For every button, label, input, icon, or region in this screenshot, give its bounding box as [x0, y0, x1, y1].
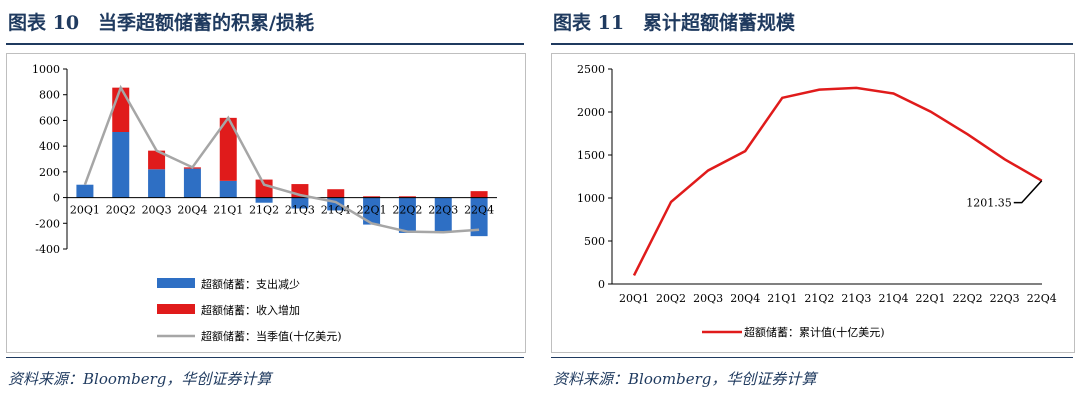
- legend-swatch: [157, 278, 195, 288]
- right-chart-title: 图表 11 累计超额储蓄规模: [553, 12, 796, 34]
- right-chart-frame: 0 500 1000 1500 2000 2500 20Q1 20Q2 20Q3 20Q4 21Q1…: [551, 53, 1075, 353]
- bar-22Q2: [398, 196, 416, 198]
- legend-label: 超额储蓄：收入增加: [201, 303, 300, 317]
- x-tick-label: 20Q2: [106, 204, 136, 217]
- y-tick-label: 1500: [577, 149, 605, 162]
- legend-label: 超额储蓄：支出减少: [201, 277, 300, 291]
- bar-21Q2: [255, 197, 273, 203]
- y-tick-label: -200: [35, 217, 60, 230]
- legend-label: 超额储蓄：当季值(十亿美元): [201, 329, 342, 343]
- y-tick-label: 1000: [32, 63, 60, 76]
- bar-20Q2: [112, 132, 130, 198]
- x-tick-label: 21Q4: [321, 204, 351, 217]
- x-tick-label: 21Q1: [767, 292, 797, 305]
- bar-20Q4: [183, 168, 201, 198]
- x-tick-label: 21Q2: [804, 292, 834, 305]
- left-chart-title: 图表 10 当季超额储蓄的积累/损耗: [8, 12, 314, 34]
- x-tick-label: 22Q4: [1027, 292, 1057, 305]
- y-tick-label: -400: [35, 243, 60, 256]
- legend-label: 超额储蓄：累计值(十亿美元): [744, 325, 885, 339]
- right-chart: 0 500 1000 1500 2000 2500 20Q1 20Q2 20Q3 20Q4 21Q1…: [577, 63, 1057, 339]
- x-tick-label: 22Q3: [428, 204, 458, 217]
- right-source-rule: [551, 357, 1073, 358]
- x-tick-label: 21Q2: [249, 204, 279, 217]
- y-tick-label: 0: [598, 278, 605, 291]
- bar-21Q2: [255, 179, 273, 198]
- bar-22Q1: [363, 197, 381, 225]
- x-tick-label: 21Q4: [878, 292, 908, 305]
- x-tick-label: 20Q2: [656, 292, 686, 305]
- x-tick-label: 20Q1: [70, 204, 100, 217]
- x-tick-label: 20Q1: [619, 292, 649, 305]
- legend-swatch: [157, 304, 195, 314]
- bar-21Q1: [219, 117, 237, 181]
- left-chart-frame: -400 -200 0 200 400 600 800 1000 20Q1 20Q2 20Q3 20Q…: [6, 53, 526, 353]
- bar-21Q4: [327, 189, 345, 198]
- right-source: 资料来源：Bloomberg，华创证券计算: [553, 370, 817, 388]
- y-tick-label: 500: [584, 235, 605, 248]
- x-tick-label: 21Q3: [285, 204, 315, 217]
- bar-21Q3: [291, 197, 309, 209]
- x-tick-label: 20Q3: [693, 292, 723, 305]
- bar-22Q2: [398, 197, 416, 233]
- bar-22Q3: [434, 197, 452, 233]
- right-title-rule: [551, 43, 1073, 45]
- bar-22Q1: [363, 196, 381, 198]
- y-tick-label: 1000: [577, 192, 605, 205]
- y-tick-label: 600: [39, 114, 60, 127]
- left-title-rule: [6, 43, 524, 45]
- y-tick-label: 800: [39, 89, 60, 102]
- left-source: 资料来源：Bloomberg，华创证券计算: [8, 370, 272, 388]
- x-tick-label: 21Q1: [213, 204, 243, 217]
- x-tick-label: 22Q2: [392, 204, 422, 217]
- annotation-label: 1201.35: [966, 197, 1012, 210]
- x-tick-label: 22Q4: [464, 204, 494, 217]
- bar-20Q3: [148, 150, 166, 170]
- y-tick-label: 2500: [577, 63, 605, 76]
- bar-20Q3: [148, 169, 166, 198]
- line-series-quarterly: [83, 84, 480, 234]
- y-tick-label: 400: [39, 140, 60, 153]
- x-tick-label: 21Q3: [841, 292, 871, 305]
- y-tick-label: 2000: [577, 106, 605, 119]
- line-series-cumulative: [632, 86, 1043, 276]
- left-chart: -400 -200 0 200 400 600 800 1000 20Q1 20Q2 20Q3 20Q…: [32, 63, 497, 343]
- left-source-rule: [6, 357, 524, 358]
- x-tick-label: 20Q4: [730, 292, 760, 305]
- x-tick-label: 22Q1: [916, 292, 946, 305]
- bar-22Q4: [470, 191, 488, 198]
- y-tick-label: 0: [53, 192, 60, 205]
- y-tick-label: 200: [39, 166, 60, 179]
- x-tick-label: 20Q3: [142, 204, 172, 217]
- x-tick-label: 22Q2: [953, 292, 983, 305]
- bar-20Q2: [112, 87, 130, 132]
- x-tick-label: 22Q3: [990, 292, 1020, 305]
- bar-22Q4: [470, 197, 488, 237]
- x-tick-label: 20Q4: [177, 204, 207, 217]
- bar-20Q1: [76, 184, 94, 198]
- annotation-leader: [1013, 180, 1043, 204]
- x-tick-label: 22Q1: [357, 204, 387, 217]
- bar-21Q1: [219, 180, 237, 198]
